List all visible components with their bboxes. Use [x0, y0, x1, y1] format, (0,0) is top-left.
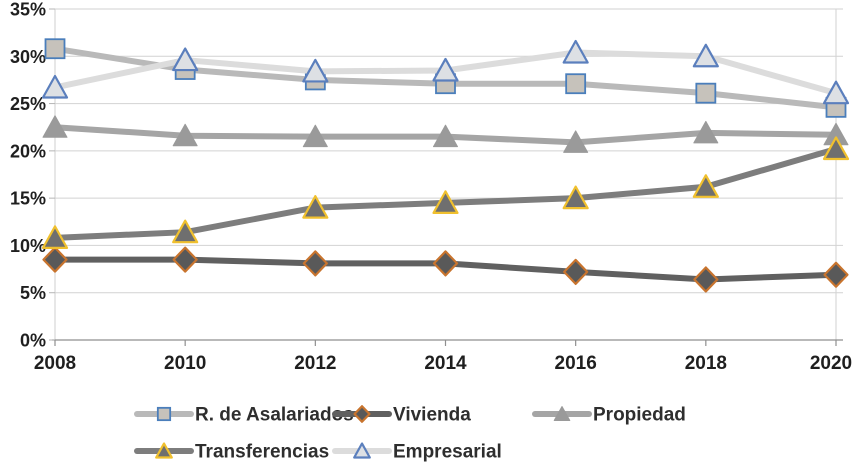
legend-marker-empresarial-icon [353, 442, 371, 459]
legend-marker-r-de-asalariados-icon [156, 406, 172, 422]
data-point-marker-r-de-asalariados [695, 82, 717, 104]
data-point-marker-vivienda [693, 266, 719, 293]
y-tick-label: 5% [20, 283, 46, 303]
x-tick-label: 2020 [810, 353, 852, 374]
series-propiedad [42, 115, 849, 153]
legend-label: Propiedad [593, 405, 686, 426]
data-point-marker-transferencias [302, 195, 329, 219]
series-vivienda [42, 246, 849, 293]
data-point-marker-vivienda [563, 258, 589, 286]
data-point-marker-empresarial [692, 43, 719, 68]
x-tick-label: 2008 [34, 353, 76, 374]
data-point-marker-r-de-asalariados [565, 73, 587, 95]
data-point-marker-transferencias [172, 219, 199, 244]
data-point-marker-transferencias [822, 136, 850, 161]
y-tick-label: 20% [10, 141, 46, 161]
y-tick-label: 25% [10, 94, 46, 114]
legend-item-empresarial: Empresarial [332, 442, 502, 462]
data-point-marker-transferencias [692, 174, 719, 198]
data-point-marker-r-de-asalariados [44, 38, 66, 60]
x-tick-label: 2010 [164, 353, 206, 374]
legend-label: Empresarial [393, 442, 502, 462]
data-point-marker-transferencias [562, 185, 589, 210]
legend-item-propiedad: Propiedad [532, 405, 686, 426]
data-point-marker-propiedad [172, 123, 198, 147]
y-tick-label: 30% [10, 47, 46, 67]
chart-legend: R. de Asalariados Vivienda Propiedad Transf… [134, 405, 686, 462]
data-point-marker-vivienda [42, 246, 68, 273]
y-tick-label: 35% [10, 0, 46, 20]
x-tick-label: 2016 [555, 353, 597, 374]
series-empresarial [41, 39, 850, 105]
data-point-marker-vivienda [432, 250, 459, 277]
legend-label: Transferencias [195, 442, 329, 462]
data-point-marker-empresarial [822, 80, 850, 105]
legend-item-vivienda: Vivienda [332, 405, 471, 426]
legend-label: Vivienda [393, 405, 471, 426]
series-transferencias [41, 136, 850, 249]
legend-item-r-de-asalariados: R. de Asalariados [134, 405, 354, 426]
data-point-marker-propiedad [302, 124, 328, 148]
data-point-marker-propiedad [693, 120, 719, 144]
data-point-marker-empresarial [172, 47, 199, 72]
data-point-marker-vivienda [172, 246, 198, 273]
x-tick-label: 2012 [294, 353, 336, 374]
data-point-marker-transferencias [432, 190, 459, 214]
legend-marker-propiedad-icon [553, 406, 571, 421]
data-point-marker-propiedad [563, 130, 589, 153]
y-tick-label: 10% [10, 236, 46, 256]
data-point-marker-empresarial [562, 39, 589, 64]
data-point-marker-vivienda [823, 261, 849, 288]
data-point-marker-empresarial [41, 74, 69, 99]
x-tick-label: 2014 [424, 353, 467, 374]
legend-marker-transferencias-icon [155, 442, 173, 459]
x-tick-label: 2018 [685, 353, 727, 374]
y-tick-label: 15% [10, 189, 46, 209]
data-point-marker-transferencias [41, 225, 69, 249]
legend-item-transferencias: Transferencias [134, 442, 329, 462]
data-point-marker-propiedad [42, 115, 68, 138]
data-point-marker-vivienda [302, 250, 328, 277]
data-point-marker-empresarial [432, 57, 459, 82]
legend-label: R. de Asalariados [195, 405, 354, 426]
y-tick-label: 0% [20, 331, 46, 351]
data-point-marker-propiedad [433, 124, 458, 148]
legend-marker-vivienda-icon [353, 405, 371, 423]
data-point-marker-empresarial [302, 58, 329, 83]
